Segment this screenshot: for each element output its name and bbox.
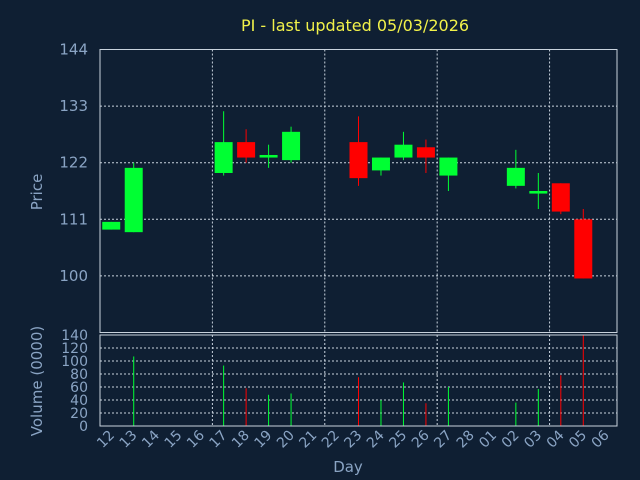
candle-body: [237, 142, 256, 158]
x-tick-label: 19: [251, 428, 275, 452]
candle-body: [439, 157, 458, 176]
x-tick-label: 03: [521, 428, 545, 452]
candle-body: [124, 167, 143, 233]
x-tick-label: 25: [386, 428, 410, 452]
candle-body: [416, 147, 435, 158]
x-tick-label: 20: [274, 428, 298, 452]
x-axis-label: Day: [333, 458, 363, 476]
x-tick-label: 24: [364, 427, 388, 451]
candle-body: [282, 131, 301, 161]
price-tick-label: 133: [59, 97, 88, 115]
volume-tick-label: 80: [70, 367, 88, 383]
volume-tick-label: 100: [61, 354, 88, 370]
candle-body: [394, 144, 413, 158]
x-tick-label: 05: [566, 428, 590, 452]
x-tick-label: 17: [207, 428, 231, 452]
x-tick-label: 26: [409, 427, 433, 451]
x-tick-label: 01: [476, 428, 500, 452]
x-tick-label: 21: [296, 428, 320, 452]
volume-axis-label: Volume (0000): [28, 326, 46, 436]
price-tick-label: 122: [59, 154, 88, 172]
x-tick-label: 12: [94, 428, 118, 452]
x-tick-label: 22: [319, 428, 343, 452]
volume-tick-label: 60: [70, 380, 88, 396]
volume-tick-label: 40: [70, 393, 88, 409]
x-tick-label: 16: [184, 427, 208, 451]
price-tick-label: 144: [59, 41, 88, 59]
x-tick-label: 15: [162, 428, 186, 452]
x-tick-label: 04: [544, 427, 568, 451]
price-panel-frame: [99, 49, 618, 333]
x-tick-label: 13: [117, 428, 141, 452]
volume-tick-label: 0: [79, 419, 88, 435]
candle-body: [551, 183, 570, 212]
price-tick-label: 111: [59, 210, 88, 228]
candle-body: [102, 221, 121, 230]
x-tick-label: 27: [431, 428, 455, 452]
x-tick-label: 18: [229, 428, 253, 452]
volume-grid: [100, 334, 617, 427]
x-tick-label: 06: [589, 427, 613, 451]
candles: [102, 111, 593, 279]
x-axis: 1213141516171819202122232425262728010203…: [94, 427, 612, 451]
price-tick-label: 100: [59, 267, 88, 285]
candle-body: [529, 191, 548, 194]
x-tick-label: 14: [139, 427, 163, 451]
volume-tick-label: 20: [70, 406, 88, 422]
volume-panel-frame: [99, 334, 618, 427]
volume-bars: [133, 335, 584, 426]
candle-body: [349, 142, 368, 179]
price-grid: [100, 49, 617, 333]
x-tick-label: 02: [499, 428, 523, 452]
volume-tick-label: 120: [61, 341, 88, 357]
chart-title: PI - last updated 05/03/2026: [241, 16, 469, 35]
candle-body: [259, 154, 278, 158]
candle-body: [371, 157, 390, 171]
candle-body: [506, 167, 525, 186]
candle-body: [214, 142, 233, 173]
x-tick-label: 28: [454, 428, 478, 452]
price-y-axis: 100 111 122 133 144: [59, 41, 88, 285]
x-tick-label: 23: [341, 428, 365, 452]
candle-body: [574, 219, 593, 279]
volume-tick-label: 140: [61, 328, 88, 344]
price-axis-label: Price: [28, 174, 46, 211]
